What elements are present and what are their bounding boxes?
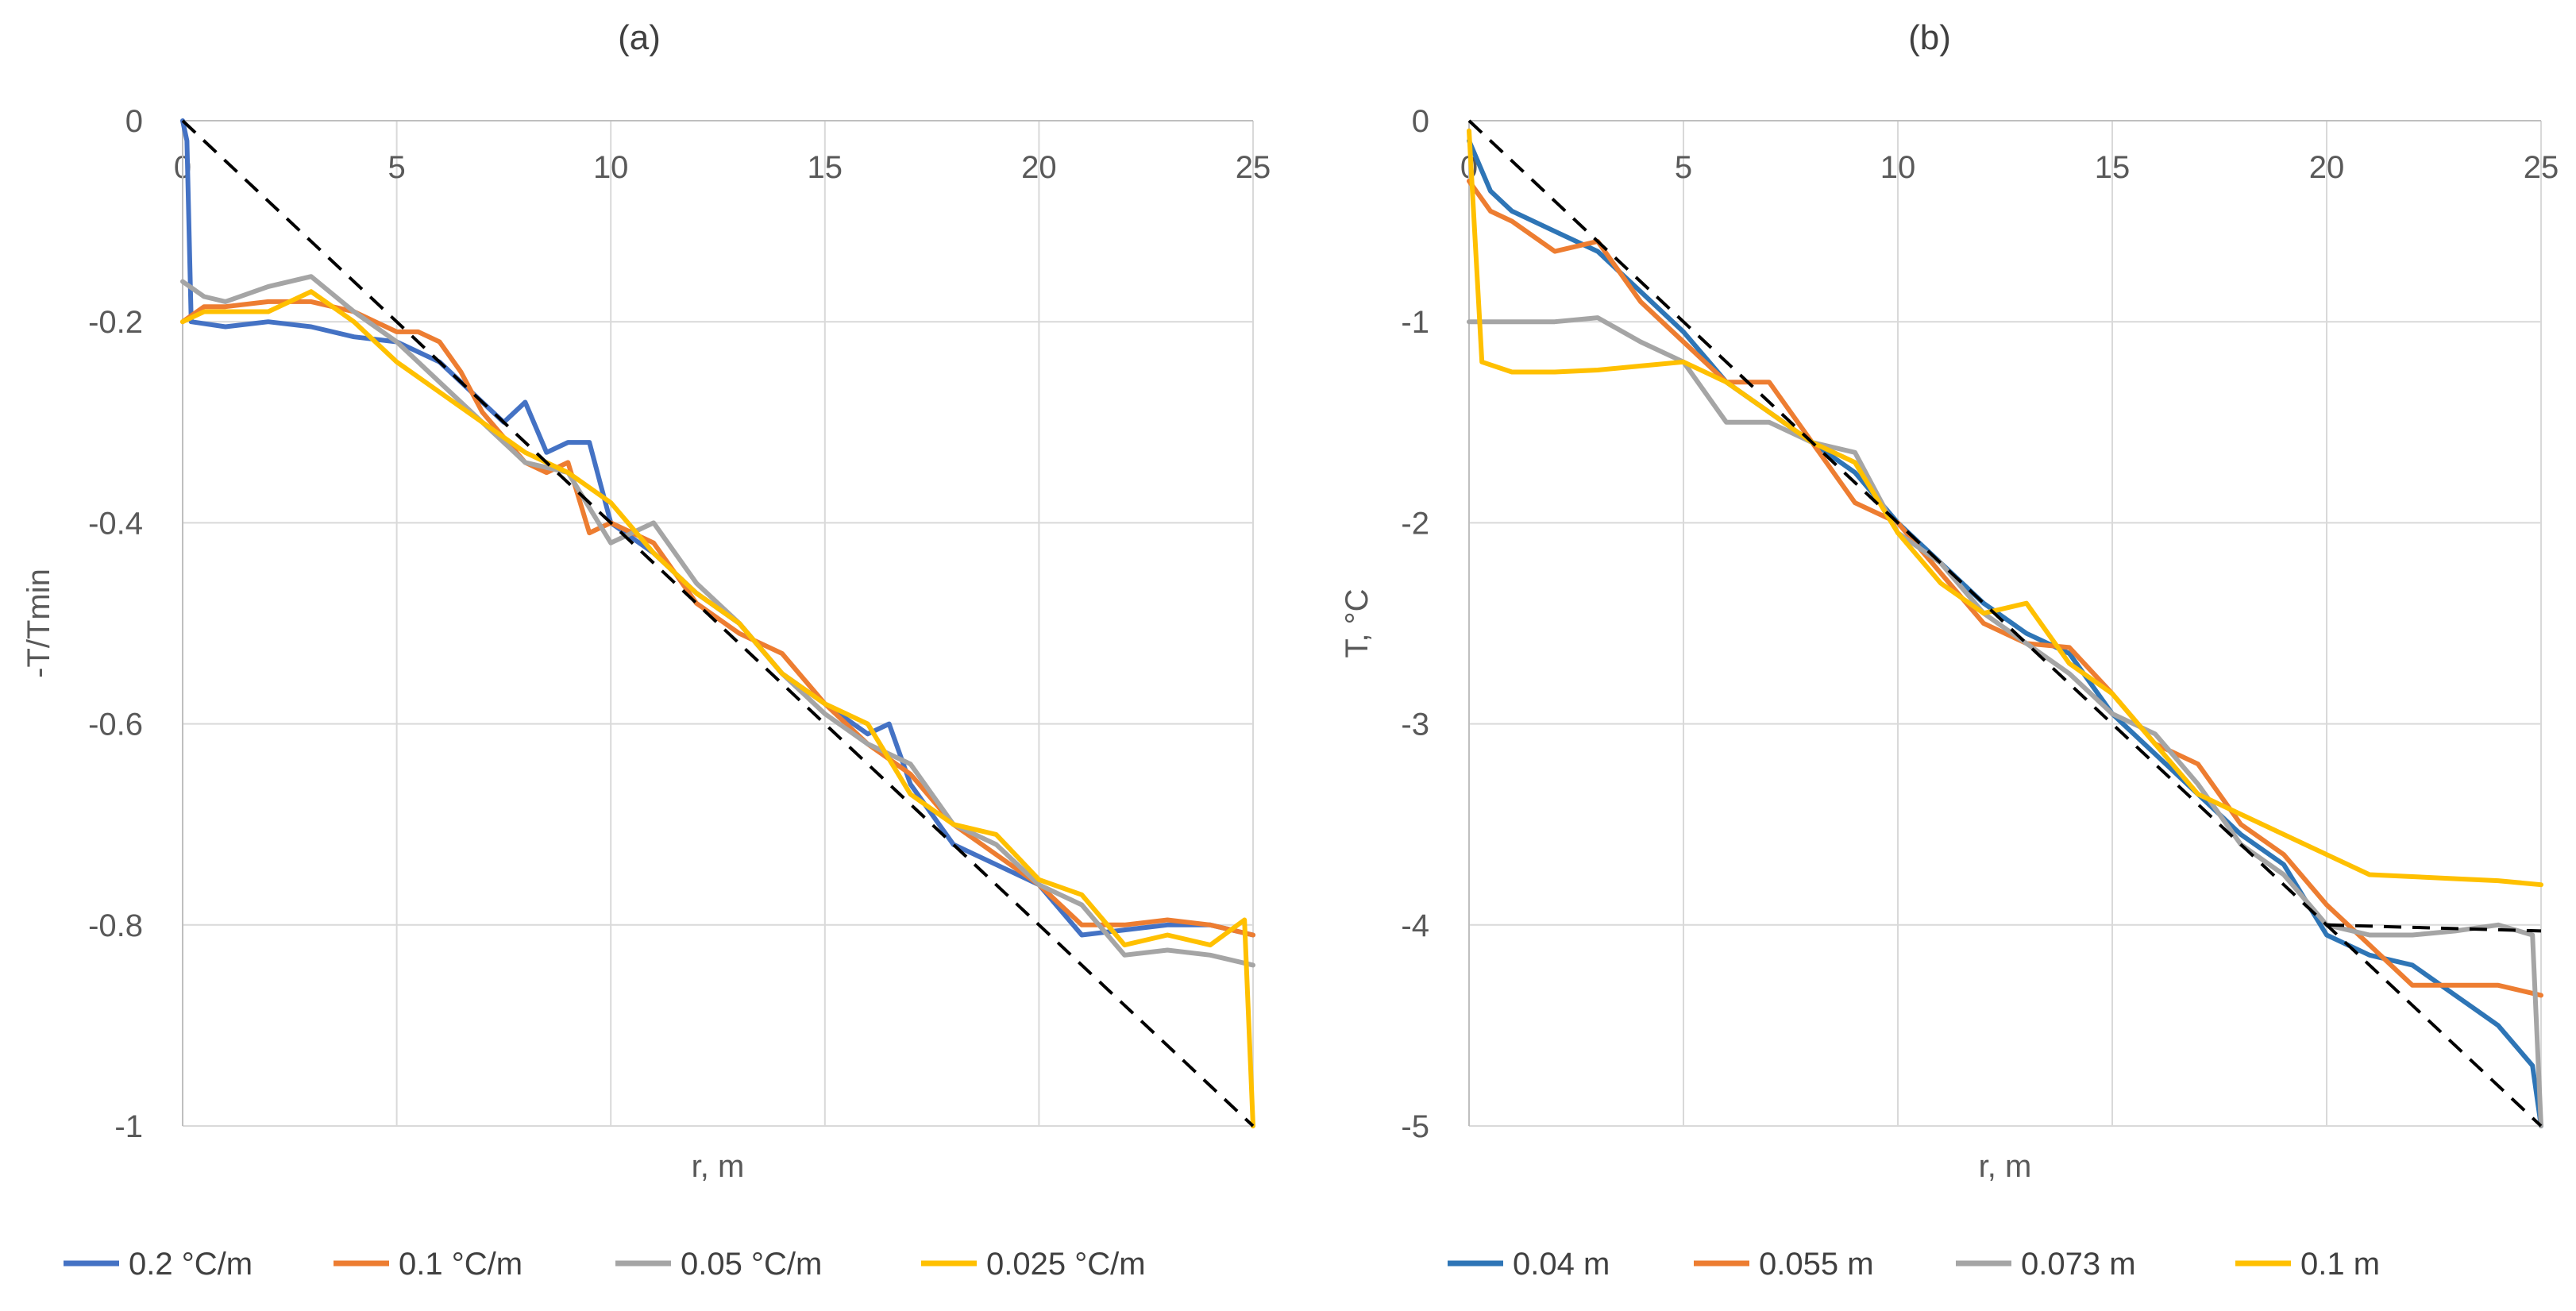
panel-a-y-axis-title: -T/Tmin xyxy=(21,569,56,678)
panel-a-legend-label-2: 0.1 °C/m xyxy=(399,1247,523,1282)
panel-a-x-axis-title: r, m xyxy=(692,1149,745,1184)
panel-b-x-tick-label: 15 xyxy=(2095,150,2131,185)
panel-b-y-tick-label: -3 xyxy=(1401,708,1429,742)
panel-b-y-tick-label: -2 xyxy=(1401,506,1429,541)
panel-a-legend-label-3: 0.05 °C/m xyxy=(681,1247,822,1282)
panel-a-series-line-4 xyxy=(180,289,1255,1128)
panel-a-x-tick-label: 5 xyxy=(388,150,405,185)
panel-b-y-tick-label: 0 xyxy=(1412,104,1429,139)
panel-a-y-tick-label: -0.4 xyxy=(88,506,143,541)
panel-b-y-tick-label: -1 xyxy=(1401,305,1429,340)
panel-a-legend-label-1: 0.2 °C/m xyxy=(129,1247,253,1282)
panel-a-y-tick-label: -0.2 xyxy=(88,305,143,340)
panel-b-x-tick-label: 20 xyxy=(2309,150,2345,185)
panel-b-title: (b) xyxy=(1908,18,1951,57)
panel-a-x-tick-label: 20 xyxy=(1021,150,1057,185)
panel-a-y-tick-label: -0.6 xyxy=(88,708,143,742)
panel-b-legend-label-4: 0.1 m xyxy=(2300,1247,2380,1282)
panel-a-x-tick-label: 25 xyxy=(1236,150,1271,185)
panel-a-y-tick-label: -0.8 xyxy=(88,908,143,943)
panel-b-reference-line xyxy=(1467,119,2543,1128)
panel-a-legend-label-4: 0.025 °C/m xyxy=(986,1247,1146,1282)
panel-b-x-tick-label: 10 xyxy=(1880,150,1916,185)
panel-a-x-tick-label: 10 xyxy=(593,150,629,185)
panel-b-legend-label-3: 0.073 m xyxy=(2021,1247,2136,1282)
panel-b-y-tick-label: -5 xyxy=(1401,1109,1429,1144)
panel-a-x-tick-label: 15 xyxy=(808,150,843,185)
panel-a-series-line-1 xyxy=(180,118,1255,938)
panel-a-reference-line xyxy=(181,119,1255,1128)
panel-a-series-line-2 xyxy=(180,299,1255,938)
panel-b-x-axis-title: r, m xyxy=(1979,1149,2032,1184)
panel-a-series-line-3 xyxy=(180,274,1255,968)
panel-b-y-tick-label: -4 xyxy=(1401,908,1429,943)
panel-b-series-line-3 xyxy=(1467,315,2543,1128)
panel-b-legend-label-2: 0.055 m xyxy=(1759,1247,1874,1282)
chart-panel-a: (a)0 5 10 15 20 250-0.2-0.4-0.6-0.8-1r, m-T/T… xyxy=(21,18,1271,1282)
panel-a-y-tick-label: 0 xyxy=(125,104,143,139)
panel-b-reference-line-branch xyxy=(2326,923,2542,933)
panel-b-legend-label-1: 0.04 m xyxy=(1513,1247,1610,1282)
panel-b-series-line-4 xyxy=(1467,128,2543,888)
panel-a-title: (a) xyxy=(618,18,661,57)
panel-b-x-tick-label: 5 xyxy=(1675,150,1692,185)
panel-a-y-tick-label: -1 xyxy=(114,1109,143,1144)
panel-b-x-tick-label: 25 xyxy=(2524,150,2559,185)
panel-b-y-axis-title: T, °C xyxy=(1340,588,1375,657)
